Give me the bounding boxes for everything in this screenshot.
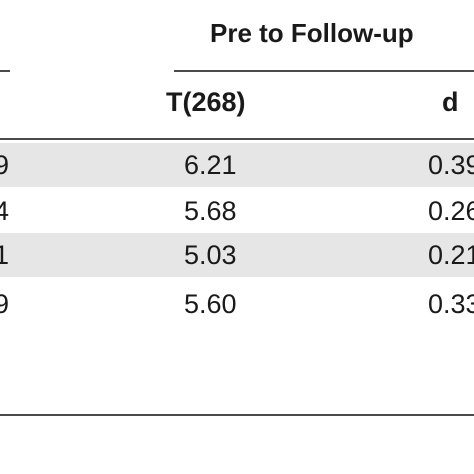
t-value: 5.60 <box>184 289 237 319</box>
top-rule-left <box>0 70 10 72</box>
group-rule <box>174 70 474 72</box>
d-value: 0.21 <box>428 240 474 270</box>
column-header-t: T(268) <box>166 87 246 117</box>
d-value: 0.26 <box>428 196 474 226</box>
t-value: 5.03 <box>184 240 237 270</box>
table-row: 9 6.21 0.39 <box>0 143 474 187</box>
t-value: 6.21 <box>184 150 237 180</box>
header-bottom-rule <box>0 138 474 140</box>
table-row: 1 5.03 0.21 <box>0 233 474 277</box>
table-row: 4 5.68 0.26 <box>0 189 474 233</box>
table-bottom-rule <box>0 414 474 416</box>
group-header: Pre to Follow-up <box>210 18 414 48</box>
d-value: 0.39 <box>428 150 474 180</box>
row-label-fragment: 9 <box>0 289 10 319</box>
d-value: 0.33 <box>428 289 474 319</box>
column-header-d: d <box>442 87 459 117</box>
row-label-fragment: 1 <box>0 240 10 270</box>
row-label-fragment: 4 <box>0 196 10 226</box>
row-label-fragment: 9 <box>0 150 10 180</box>
table-row: 9 5.60 0.33 <box>0 282 474 326</box>
t-value: 5.68 <box>184 196 237 226</box>
